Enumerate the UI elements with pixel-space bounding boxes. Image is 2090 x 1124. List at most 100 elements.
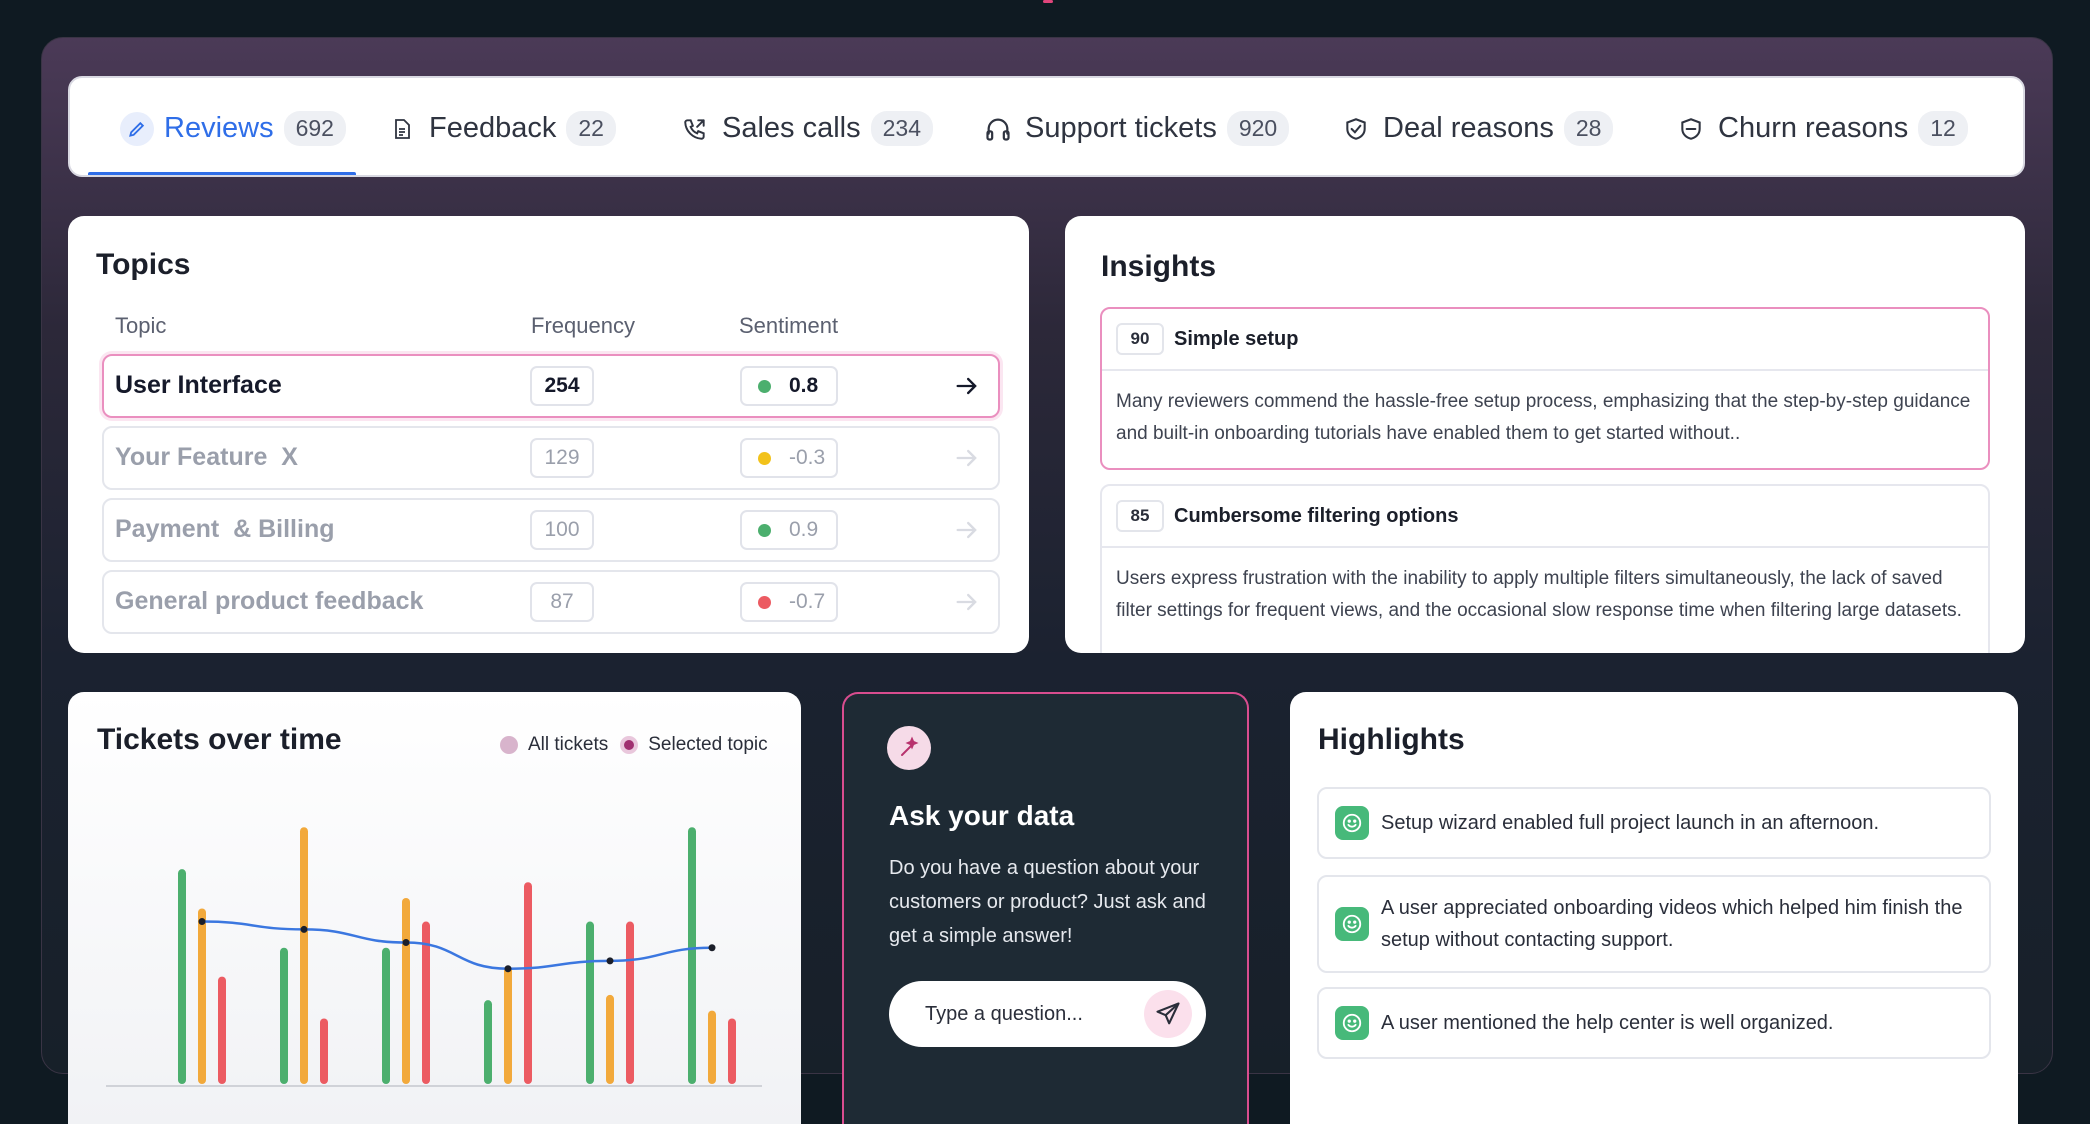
highlights-title: Highlights <box>1318 723 1465 756</box>
frequency-value: 87 <box>530 582 594 622</box>
send-button[interactable] <box>1144 990 1192 1038</box>
highlight-text: Setup wizard enabled full project launch… <box>1381 812 1880 834</box>
highlights-card: Highlights Setup wizard enabled full pro… <box>1290 692 2018 1124</box>
column-header-frequency: Frequency <box>531 313 635 338</box>
chart-title: Tickets over time <box>97 723 342 756</box>
pencil-icon <box>120 111 154 146</box>
topic-name: Your Feature X <box>115 443 298 471</box>
top-accent <box>1043 0 1053 3</box>
insight-item[interactable]: 90 Simple setup Many reviewers commend t… <box>1100 307 1990 470</box>
tab-count: 692 <box>283 111 346 146</box>
highlight-item[interactable]: A user appreciated onboarding videos whi… <box>1317 875 1991 973</box>
tab-count: 12 <box>1918 111 1968 146</box>
chart-bar <box>422 921 430 1084</box>
insights-card: Insights 90 Simple setup Many reviewers … <box>1065 216 2025 653</box>
headphones-icon <box>981 112 1015 146</box>
frequency-value: 254 <box>530 366 594 406</box>
insight-count: 90 <box>1116 323 1164 355</box>
shield-minus-icon <box>1674 112 1708 146</box>
frequency-value: 129 <box>530 438 594 478</box>
topic-row[interactable]: Payment & Billing 100 0.9 <box>102 498 1000 562</box>
phone-call-icon <box>678 112 712 146</box>
chart-bar <box>626 921 634 1084</box>
tab-deal-reasons[interactable]: Deal reasons 28 <box>1339 78 1614 175</box>
column-header-topic: Topic <box>115 313 167 338</box>
tab-count: 22 <box>566 111 616 146</box>
tab-label: Churn reasons <box>1718 112 1909 144</box>
sentiment-badge: -0.7 <box>740 582 838 622</box>
ask-title: Ask your data <box>889 800 1075 831</box>
topic-name: User Interface <box>115 371 282 399</box>
insight-title: Cumbersome filtering options <box>1174 504 1459 527</box>
source-tabs: Reviews 692 Feedback 22 Sales calls 234 … <box>68 76 2025 177</box>
insight-item[interactable]: 85 Cumbersome filtering options Users ex… <box>1100 484 1990 653</box>
chart-bar <box>280 947 288 1084</box>
sentiment-value: 0.9 <box>789 518 819 541</box>
highlight-item[interactable]: Setup wizard enabled full project launch… <box>1317 787 1991 859</box>
legend-dot-selected <box>620 736 639 754</box>
tab-count: 234 <box>870 111 933 146</box>
sentiment-badge: -0.3 <box>740 438 838 478</box>
sentiment-dot <box>758 523 771 537</box>
tab-reviews[interactable]: Reviews 692 <box>120 78 346 175</box>
insight-title: Simple setup <box>1174 327 1299 350</box>
sentiment-dot <box>758 451 771 465</box>
chart-bar <box>178 869 186 1084</box>
smile-icon <box>1335 1006 1369 1040</box>
tickets-chart <box>106 827 762 1087</box>
highlight-text: A user mentioned the help center is well… <box>1381 1012 1834 1034</box>
smile-icon <box>1335 806 1369 840</box>
sentiment-value: 0.8 <box>789 374 819 397</box>
insight-count: 85 <box>1116 500 1164 532</box>
document-icon <box>385 112 419 146</box>
sentiment-dot <box>758 379 771 393</box>
sentiment-badge: 0.9 <box>740 510 838 550</box>
sentiment-value: -0.3 <box>789 446 826 469</box>
ask-your-data-card: Ask your data Do you have a question abo… <box>842 692 1249 1124</box>
tickets-over-time-card: Tickets over time All tickets Selected t… <box>68 692 801 1124</box>
tab-sales-calls[interactable]: Sales calls 234 <box>678 78 933 175</box>
tab-churn-reasons[interactable]: Churn reasons 12 <box>1674 78 1968 175</box>
chart-bar <box>728 1018 736 1084</box>
topic-row[interactable]: User Interface 254 0.8 <box>102 354 1000 418</box>
active-tab-indicator <box>88 172 356 175</box>
sentiment-badge: 0.8 <box>740 366 838 406</box>
tab-count: 920 <box>1226 111 1290 146</box>
topic-name: Payment & Billing <box>115 515 335 543</box>
arrow-right-icon[interactable] <box>953 516 981 544</box>
column-header-sentiment: Sentiment <box>739 313 839 338</box>
frequency-value: 100 <box>530 510 594 550</box>
tab-label: Feedback <box>429 112 557 144</box>
legend-label-all: All tickets <box>528 734 609 755</box>
magic-wand-icon <box>887 726 931 770</box>
topics-title: Topics <box>96 248 191 281</box>
legend-label-selected: Selected topic <box>648 734 768 755</box>
trend-line <box>201 920 713 970</box>
arrow-right-icon[interactable] <box>953 588 981 616</box>
legend-dot-all <box>500 736 518 754</box>
highlight-text: A user appreciated onboarding videos whi… <box>1381 897 1963 951</box>
smile-icon <box>1335 907 1369 941</box>
arrow-right-icon[interactable] <box>953 444 981 472</box>
arrow-right-icon[interactable] <box>953 372 981 400</box>
chart-legend: All tickets Selected topic <box>500 734 768 756</box>
chart-bar <box>504 966 512 1084</box>
chart-bar <box>218 976 226 1084</box>
chart-bar <box>484 1000 492 1084</box>
ask-description: Do you have a question about your custom… <box>889 857 1206 947</box>
tab-support-tickets[interactable]: Support tickets 920 <box>981 78 1290 175</box>
tab-label: Deal reasons <box>1383 112 1554 144</box>
topic-row[interactable]: General product feedback 87 -0.7 <box>102 570 1000 634</box>
chart-bar <box>300 827 308 1084</box>
highlight-item[interactable]: A user mentioned the help center is well… <box>1317 987 1991 1059</box>
topic-row[interactable]: Your Feature X 129 -0.3 <box>102 426 1000 490</box>
chart-bar <box>708 1010 716 1084</box>
sentiment-dot <box>758 595 771 609</box>
insights-title: Insights <box>1101 250 1217 283</box>
chart-bar <box>382 947 390 1084</box>
insight-body: Many reviewers commend the hassle-free s… <box>1116 391 1971 444</box>
chart-bar <box>688 827 696 1084</box>
chart-bar <box>586 921 594 1084</box>
tab-count: 28 <box>1563 111 1614 146</box>
tab-feedback[interactable]: Feedback 22 <box>385 78 616 175</box>
